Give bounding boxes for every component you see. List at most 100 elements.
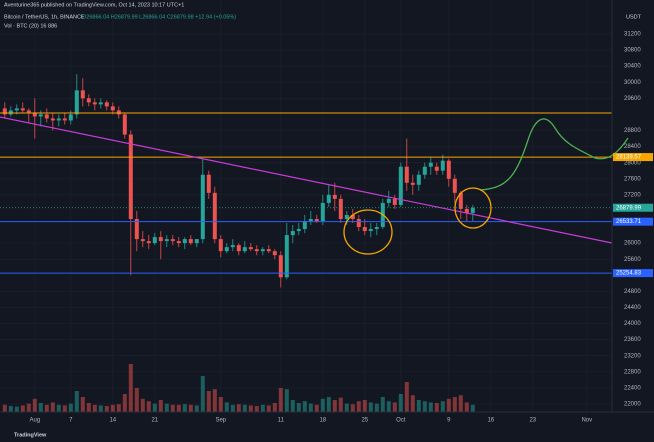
volume-bar [122,394,127,412]
candle-body [128,134,133,219]
volume-bar [104,406,109,412]
y-tick-label: 26000 [624,241,641,247]
volume-bar [62,405,67,412]
candle-body [44,114,49,119]
annotation-circle [343,209,393,255]
level-label: 28139.57 [616,155,642,161]
x-tick-label: Sep [215,418,226,424]
volume-bar [404,382,409,412]
volume-bar [326,397,331,412]
volume-bar [80,397,85,412]
candle-body [152,237,157,244]
candle-body [374,227,379,230]
volume-bar [386,401,391,412]
candle-body [368,229,373,232]
volume-bar [374,403,379,412]
candle-body [410,182,415,185]
candle-body [92,102,97,105]
x-tick-label: 25 [361,418,368,424]
volume-bar [380,397,385,412]
volume-bar [272,403,277,412]
y-tick-label: 31200 [624,32,641,38]
x-tick-label: Oct [396,418,406,424]
volume-bar [284,389,289,412]
volume-bar [260,404,265,412]
candle-body [392,198,397,205]
volume-bar [416,400,421,412]
x-tick-label: 7 [69,418,73,424]
volume-bar [362,400,367,412]
candle-body [8,110,13,115]
last-price-label: 26879.99 [616,205,642,211]
volume-bar [392,402,397,412]
candle-body [104,102,109,107]
candle-body [206,174,211,193]
volume-bar [242,404,247,412]
x-tick-label: Aug [29,418,40,424]
candle-body [314,218,319,222]
candle-body [350,214,355,219]
candle-body [278,255,283,278]
volume-bar [452,397,457,412]
volume-bar [176,404,181,412]
x-tick-label: Nov [581,418,592,424]
y-tick-label: 23200 [624,353,641,359]
volume-bar [224,402,229,412]
volume-bar [188,404,193,412]
volume-bar [290,400,295,412]
volume-bar [74,391,79,412]
volume-bar [182,404,187,412]
volume-bar [278,388,283,412]
candle-body [80,90,85,99]
volume-bar [2,404,7,412]
y-tick-label: 24000 [624,321,641,327]
volume-bar [38,403,43,412]
volume-bar [152,403,157,412]
candle-body [422,166,427,175]
candle-body [74,90,79,115]
volume-bar [254,406,259,412]
candle-body [338,198,343,219]
candle-body [266,249,271,252]
volume-bar [8,406,13,412]
y-tick-label: 22800 [624,369,641,375]
volume-bar [170,404,175,412]
volume-bar [32,398,37,412]
candle-body [176,241,181,244]
volume-bar [464,402,469,412]
volume-bar [50,402,55,412]
volume-bar [446,398,451,412]
volume-bar [368,402,373,412]
volume-bar [356,401,361,412]
y-tick-label: 30400 [624,64,641,70]
candle-body [158,237,163,242]
volume-bar [92,404,97,412]
x-tick-label: 16 [487,418,494,424]
brand: TradingView [14,432,47,438]
candle-body [248,247,253,250]
x-tick-label: 14 [109,418,116,424]
candle-body [224,247,229,252]
candle-body [242,247,247,252]
volume-bar [158,400,163,412]
candle-body [296,229,301,232]
volume-bar [128,364,133,412]
y-tick-label: 30000 [624,80,641,86]
candle-body [260,249,265,252]
volume-bar [470,404,475,412]
volume-bar [44,404,49,412]
volume-bar [320,398,325,412]
x-tick-label: 9 [447,418,451,424]
x-tick-label: 11 [278,418,285,424]
publisher: Aventurine365 published on TradingView.c… [4,2,184,8]
candle-body [14,108,19,111]
candle-body [38,114,43,117]
volume-bar [266,405,271,412]
candle-body [140,239,145,242]
volume-bar [308,403,313,412]
candle-body [272,251,277,256]
volume-bar [332,400,337,412]
candle-body [458,192,463,209]
volume-bar [230,404,235,412]
